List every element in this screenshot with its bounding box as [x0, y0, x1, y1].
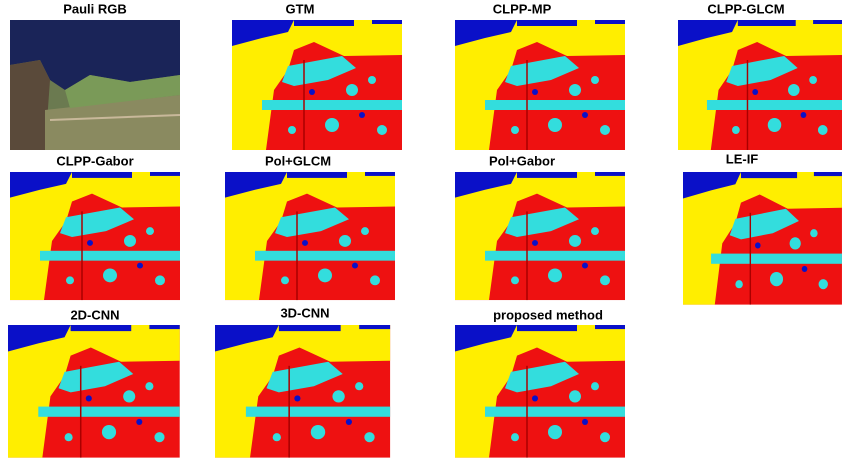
- pol-gabor-map: [455, 172, 625, 300]
- panel-label: proposed method: [493, 307, 603, 322]
- panel-label: GTM: [286, 1, 315, 16]
- panel-label: CLPP-Gabor: [56, 153, 133, 168]
- pauli-rgb-image: [10, 20, 180, 150]
- gtm-map: [232, 20, 402, 150]
- clpp-gabor-map: [10, 172, 180, 300]
- proposed-map: [455, 325, 625, 458]
- panel-label: Pauli RGB: [63, 1, 127, 16]
- 2d-cnn-map: [8, 325, 180, 458]
- clpp-glcm-map: [678, 20, 842, 150]
- panel-label: CLPP-GLCM: [707, 1, 784, 16]
- le-if-map: [683, 172, 842, 305]
- 3d-cnn-map: [215, 325, 390, 458]
- panel-label: CLPP-MP: [493, 1, 552, 16]
- panel-label: 2D-CNN: [70, 307, 119, 322]
- panel-label: Pol+GLCM: [265, 153, 331, 168]
- panel-label: 3D-CNN: [280, 305, 329, 320]
- panel-label: LE-IF: [726, 151, 759, 166]
- pol-glcm-map: [225, 172, 395, 300]
- figure: Pauli RGB GTM CLPP-MP CLPP-GLCM CLPP-Gab…: [0, 0, 842, 465]
- panel-label: Pol+Gabor: [489, 153, 555, 168]
- clpp-mp-map: [455, 20, 625, 150]
